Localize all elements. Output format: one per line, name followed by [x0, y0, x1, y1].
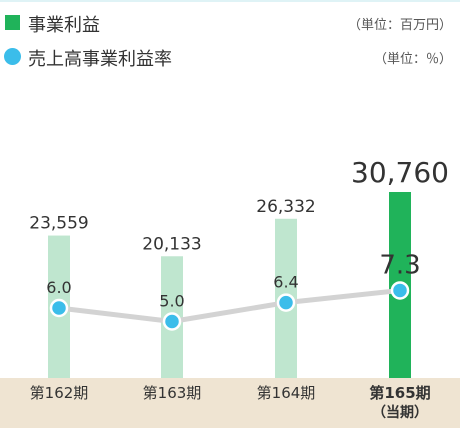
legend-line-swatch [4, 48, 21, 65]
bar-value-label-3: 26,332 [256, 197, 315, 217]
x-tick-label-4: 第165期 [369, 384, 430, 402]
ratio-marker-2 [162, 312, 182, 331]
top-divider [0, 0, 460, 2]
bar-value-label-1: 23,559 [29, 214, 88, 234]
legend-item-line: 売上高事業利益率 （単位：％） [0, 44, 460, 70]
legend-line-label: 売上高事業利益率 [28, 49, 172, 70]
ratio-line [58, 287, 401, 324]
x-tick-label-3: 第164期 [257, 384, 316, 402]
x-tick-label-1: 第162期 [30, 384, 89, 402]
legend-bar-swatch [5, 15, 20, 30]
ratio-marker-1 [49, 298, 69, 318]
legend-bar-unit: （単位：百万円） [347, 18, 452, 33]
legend-item-bar: 事業利益 （単位：百万円） [0, 10, 460, 36]
ratio-value-label-1: 6.0 [46, 278, 71, 297]
ratio-value-label-3: 6.4 [273, 273, 298, 292]
bar-value-label-2: 20,133 [142, 234, 201, 254]
legend-bar-label: 事業利益 [28, 15, 100, 36]
x-tick-label-2: 第163期 [143, 384, 202, 402]
ratio-value-label-2: 5.0 [159, 292, 184, 311]
ratio-marker-3 [276, 293, 296, 312]
ratio-value-label-4: 7.3 [379, 250, 420, 280]
legend-line-unit: （単位：％） [373, 52, 452, 67]
bar-value-label-4: 30,760 [351, 156, 449, 189]
x-axis-band [0, 378, 460, 428]
ratio-marker-4 [390, 281, 410, 300]
x-tick-note-4: （当期） [372, 404, 428, 421]
